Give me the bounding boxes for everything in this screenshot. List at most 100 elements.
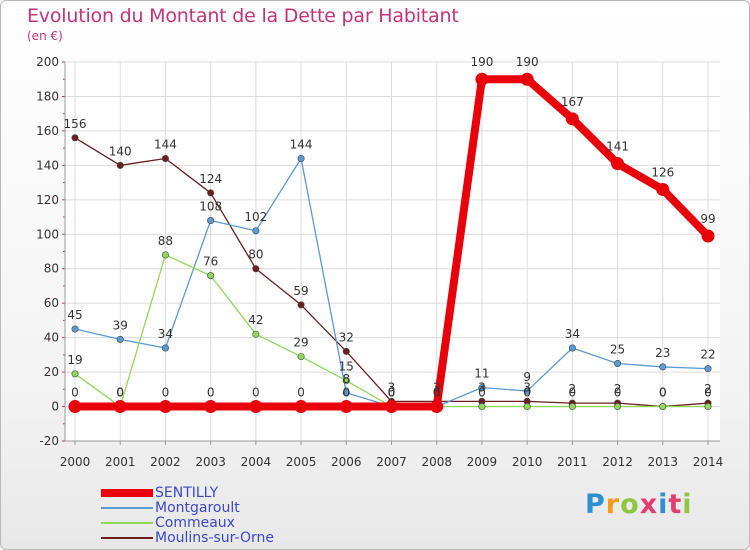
legend-swatch bbox=[101, 506, 153, 509]
x-tick-label: 2000 bbox=[60, 455, 91, 469]
x-tick-label: 2002 bbox=[150, 455, 181, 469]
legend: SENTILLY Montgaroult Commeaux Moulins-sur-O… bbox=[101, 484, 274, 546]
data-label: 190 bbox=[516, 55, 539, 69]
data-point bbox=[68, 400, 82, 414]
data-point bbox=[207, 216, 215, 224]
data-label: 108 bbox=[199, 199, 222, 213]
y-tick-label: 180 bbox=[36, 89, 59, 103]
data-label: 76 bbox=[203, 255, 218, 269]
data-point bbox=[704, 365, 712, 373]
data-point bbox=[252, 227, 260, 235]
y-tick-label: -20 bbox=[39, 434, 59, 448]
data-label: 126 bbox=[651, 165, 674, 179]
data-point bbox=[475, 72, 489, 86]
data-label: 0 bbox=[659, 386, 667, 400]
x-tick-label: 2014 bbox=[693, 455, 724, 469]
x-tick-label: 2012 bbox=[602, 455, 633, 469]
data-point bbox=[430, 400, 444, 414]
data-point bbox=[71, 325, 79, 333]
legend-item: SENTILLY bbox=[101, 484, 274, 501]
data-point bbox=[520, 72, 534, 86]
data-label: 29 bbox=[293, 336, 308, 350]
data-label: 25 bbox=[610, 342, 625, 356]
data-label: 0 bbox=[433, 386, 441, 400]
logo-letter: i bbox=[682, 489, 693, 520]
data-point bbox=[339, 400, 353, 414]
y-tick-label: 160 bbox=[36, 124, 59, 138]
data-point bbox=[568, 403, 576, 411]
data-point bbox=[659, 403, 667, 411]
data-label: 42 bbox=[248, 313, 263, 327]
plot-area bbox=[65, 62, 720, 441]
y-tick-label: 80 bbox=[44, 262, 59, 276]
data-label: 0 bbox=[433, 386, 441, 400]
y-tick-label: 200 bbox=[36, 55, 59, 69]
data-point bbox=[297, 353, 305, 361]
data-point bbox=[207, 272, 215, 280]
legend-item: Commeaux bbox=[101, 515, 274, 531]
data-point bbox=[342, 347, 350, 355]
legend-item: Montgaroult bbox=[101, 500, 274, 516]
data-label: 23 bbox=[655, 346, 670, 360]
data-label: 0 bbox=[297, 386, 305, 400]
logo-letter: r bbox=[605, 489, 621, 520]
data-point bbox=[568, 344, 576, 352]
data-point bbox=[385, 400, 398, 414]
data-point bbox=[249, 400, 263, 414]
data-label: 2 bbox=[704, 382, 712, 396]
data-label: 3 bbox=[523, 380, 531, 394]
data-point bbox=[294, 400, 308, 414]
y-tick-label: 140 bbox=[36, 158, 59, 172]
x-tick-label: 2009 bbox=[467, 455, 498, 469]
data-point bbox=[523, 403, 531, 411]
legend-label: SENTILLY bbox=[155, 484, 219, 501]
data-label: 0 bbox=[71, 386, 79, 400]
chart-title: Evolution du Montant de la Dette par Hab… bbox=[27, 5, 459, 27]
data-label: 11 bbox=[474, 367, 489, 381]
x-tick-label: 2013 bbox=[648, 455, 679, 469]
data-label: 0 bbox=[478, 386, 486, 400]
y-tick-label: 60 bbox=[44, 296, 59, 310]
data-point bbox=[161, 251, 169, 259]
data-label: 22 bbox=[700, 348, 715, 362]
data-label: 15 bbox=[339, 360, 354, 374]
x-tick-label: 2004 bbox=[241, 455, 272, 469]
data-label: 0 bbox=[388, 386, 396, 400]
legend-label: Moulins-sur-Orne bbox=[155, 529, 274, 546]
y-tick-label: 40 bbox=[44, 331, 59, 345]
data-point bbox=[523, 387, 531, 395]
data-label: 190 bbox=[470, 55, 493, 69]
data-point bbox=[614, 403, 622, 411]
data-point bbox=[252, 265, 260, 273]
data-point bbox=[113, 400, 127, 414]
data-point bbox=[659, 363, 667, 371]
data-point bbox=[204, 400, 218, 414]
legend-swatch bbox=[101, 488, 153, 497]
data-label: 8 bbox=[342, 372, 350, 386]
data-point bbox=[614, 359, 622, 367]
data-label: 3 bbox=[388, 380, 396, 394]
data-label: 0 bbox=[207, 386, 215, 400]
y-tick-label: 0 bbox=[51, 400, 59, 414]
x-tick-label: 2008 bbox=[421, 455, 452, 469]
data-point bbox=[656, 182, 670, 196]
data-label: 0 bbox=[116, 386, 124, 400]
data-label: 0 bbox=[116, 386, 124, 400]
y-tick-label: 20 bbox=[44, 365, 59, 379]
data-label: 0 bbox=[569, 386, 577, 400]
data-point bbox=[161, 344, 169, 352]
data-label: 88 bbox=[158, 234, 173, 248]
data-label: 0 bbox=[614, 386, 622, 400]
data-label: 3 bbox=[478, 380, 486, 394]
legend-item: Moulins-sur-Orne bbox=[101, 529, 274, 546]
data-point bbox=[158, 400, 172, 414]
data-point bbox=[297, 154, 305, 162]
data-point bbox=[116, 335, 124, 343]
data-point bbox=[611, 157, 625, 171]
data-label: 140 bbox=[109, 144, 132, 158]
data-point bbox=[478, 403, 486, 411]
proxiti-logo: Proxiti bbox=[585, 489, 693, 520]
logo-letter: o bbox=[620, 489, 640, 520]
